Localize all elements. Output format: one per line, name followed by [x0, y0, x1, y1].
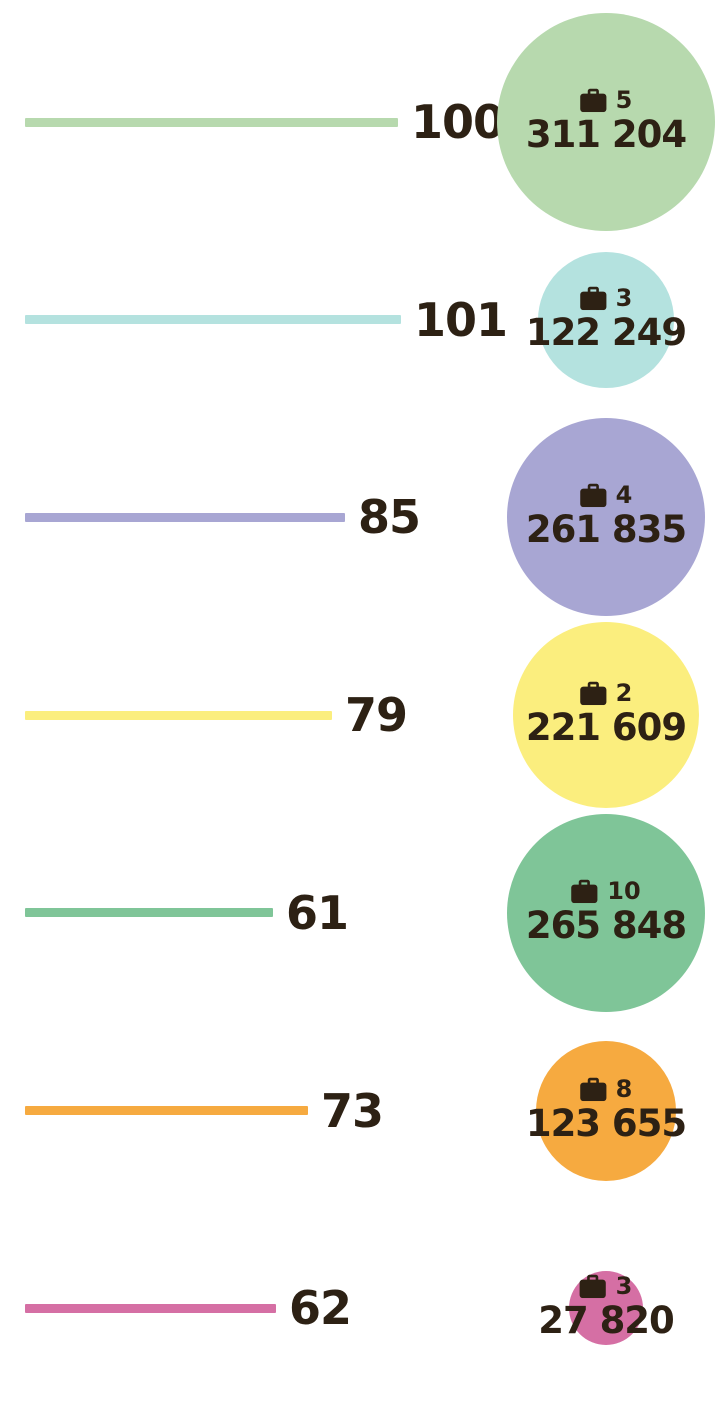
- bubble-label: 5 311 204: [525, 86, 687, 157]
- bar-value-label: 101: [414, 292, 508, 347]
- briefcase-icon: [580, 1077, 607, 1101]
- bubble: [536, 1040, 676, 1181]
- value-bar: [25, 315, 401, 325]
- bubble: [507, 813, 705, 1012]
- value-bar: [25, 117, 398, 127]
- value-bar: [25, 710, 332, 720]
- bag-count-row: 4: [526, 484, 686, 508]
- bag-count-row: 5: [526, 86, 686, 115]
- bubble-value: 311 204: [525, 113, 687, 157]
- briefcase-icon: [580, 484, 607, 508]
- briefcase-icon: [580, 286, 607, 310]
- value-bar: [25, 1106, 308, 1115]
- bubble-value: 221 609: [525, 706, 687, 750]
- briefcase-icon: [571, 879, 598, 903]
- bag-count: 8: [615, 1074, 633, 1103]
- bubble: [513, 622, 699, 809]
- bag-count: 4: [615, 481, 633, 510]
- bubble-label: 2 221 609: [525, 679, 687, 750]
- bag-count: 5: [615, 86, 633, 115]
- bubble-label: 3 27 820: [538, 1272, 675, 1343]
- bar-value-label: 62: [289, 1281, 352, 1336]
- bubble-label: 3 122 249: [525, 286, 687, 354]
- bag-count-row: 10: [526, 879, 686, 903]
- briefcase-icon: [580, 681, 607, 706]
- bubble: [497, 13, 715, 231]
- value-bar: [25, 512, 345, 522]
- bubble-value: 123 655: [525, 1101, 687, 1145]
- bubble-value: 261 835: [525, 508, 687, 552]
- bar-value-label: 61: [286, 885, 349, 940]
- bubble-label: 10 265 848: [525, 879, 687, 947]
- bubble-value: 122 249: [525, 310, 687, 354]
- bubble-value: 27 820: [538, 1299, 675, 1343]
- bag-count-row: 3: [526, 286, 686, 310]
- bag-count-row: 8: [526, 1077, 686, 1101]
- bar-value-label: 100: [411, 95, 505, 149]
- value-bar: [25, 1303, 276, 1313]
- bag-count: 3: [615, 283, 633, 312]
- bag-count: 2: [615, 679, 633, 708]
- bar-value-label: 73: [321, 1083, 384, 1138]
- bubble: [507, 418, 705, 617]
- bubble-value: 265 848: [525, 903, 687, 947]
- bubble: [538, 251, 674, 388]
- bag-count-row: 3: [538, 1272, 674, 1301]
- bubble-label: 8 123 655: [525, 1077, 687, 1145]
- briefcase-icon: [580, 88, 607, 113]
- bar-value-label: 79: [345, 688, 408, 743]
- bag-count: 3: [615, 1272, 633, 1301]
- bag-count-row: 2: [526, 679, 686, 708]
- bubble-label: 4 261 835: [525, 484, 687, 552]
- bag-count: 10: [607, 876, 641, 905]
- value-bar: [25, 908, 273, 918]
- briefcase-icon: [580, 1274, 607, 1299]
- bar-value-label: 85: [358, 490, 421, 545]
